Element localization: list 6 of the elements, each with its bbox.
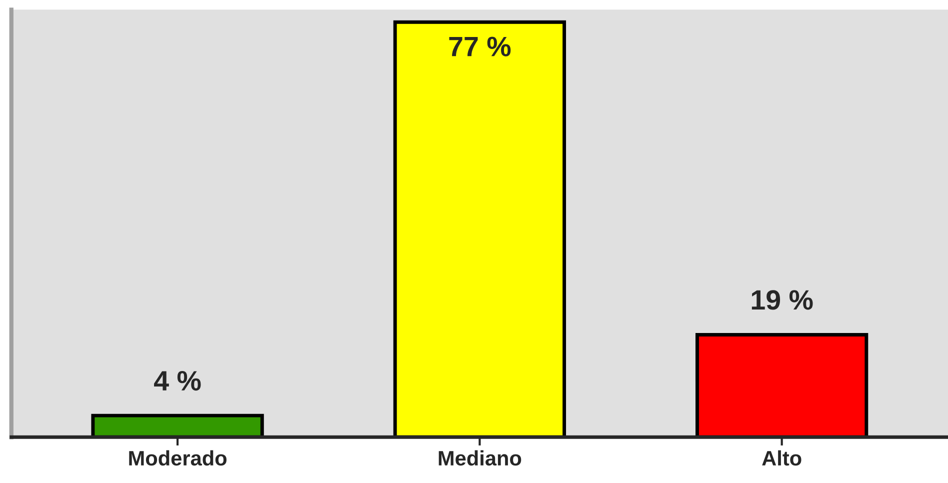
data-label: 19 %: [752, 290, 813, 310]
x-tick-label: Moderado: [129, 450, 227, 466]
x-tick-label: Mediano: [438, 450, 522, 466]
data-label: 4 %: [154, 371, 201, 391]
x-tick-label: Alto: [762, 450, 802, 466]
data-label: 77 %: [449, 36, 511, 56]
